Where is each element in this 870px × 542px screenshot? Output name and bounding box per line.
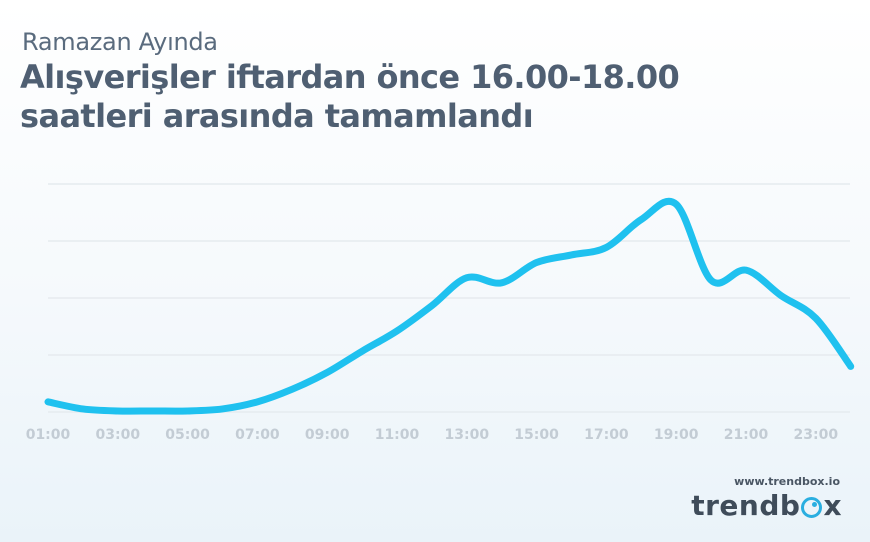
chart-title-line-1: Alışverişler iftardan önce 16.00-18.00	[20, 58, 680, 96]
x-tick-label: 07:00	[235, 427, 280, 443]
x-tick-label: 21:00	[724, 427, 769, 443]
series-line	[44, 197, 855, 415]
logo-text-prefix: trendb	[691, 489, 801, 522]
chart-title-line-2: saatleri arasında tamamlandı	[20, 97, 534, 135]
x-axis-tick-labels: 01:00 03:00 05:00 07:00 09:00 11:00 13:00 15:00…	[26, 427, 839, 443]
x-tick-label: 17:00	[584, 427, 629, 443]
x-tick-label: 23:00	[794, 427, 839, 443]
x-tick-label: 13:00	[445, 427, 490, 443]
x-tick-label: 19:00	[654, 427, 699, 443]
chart-series	[44, 197, 855, 415]
x-tick-label: 15:00	[514, 427, 559, 443]
o-ring-icon	[801, 497, 823, 518]
website-url: www.trendbox.io	[734, 475, 840, 488]
chart-title: Alışverişler iftardan önce 16.00-18.00 s…	[20, 58, 720, 136]
chart-subtitle: Ramazan Ayında	[22, 28, 218, 56]
chart-grid	[48, 183, 850, 413]
x-tick-label: 11:00	[375, 427, 420, 443]
x-tick-label: 03:00	[96, 427, 141, 443]
logo-text-suffix: x	[823, 489, 842, 522]
x-tick-label: 01:00	[26, 427, 71, 443]
x-tick-label: 09:00	[305, 427, 350, 443]
x-tick-label: 05:00	[165, 427, 210, 443]
trendbox-logo: trendb x	[691, 489, 842, 522]
